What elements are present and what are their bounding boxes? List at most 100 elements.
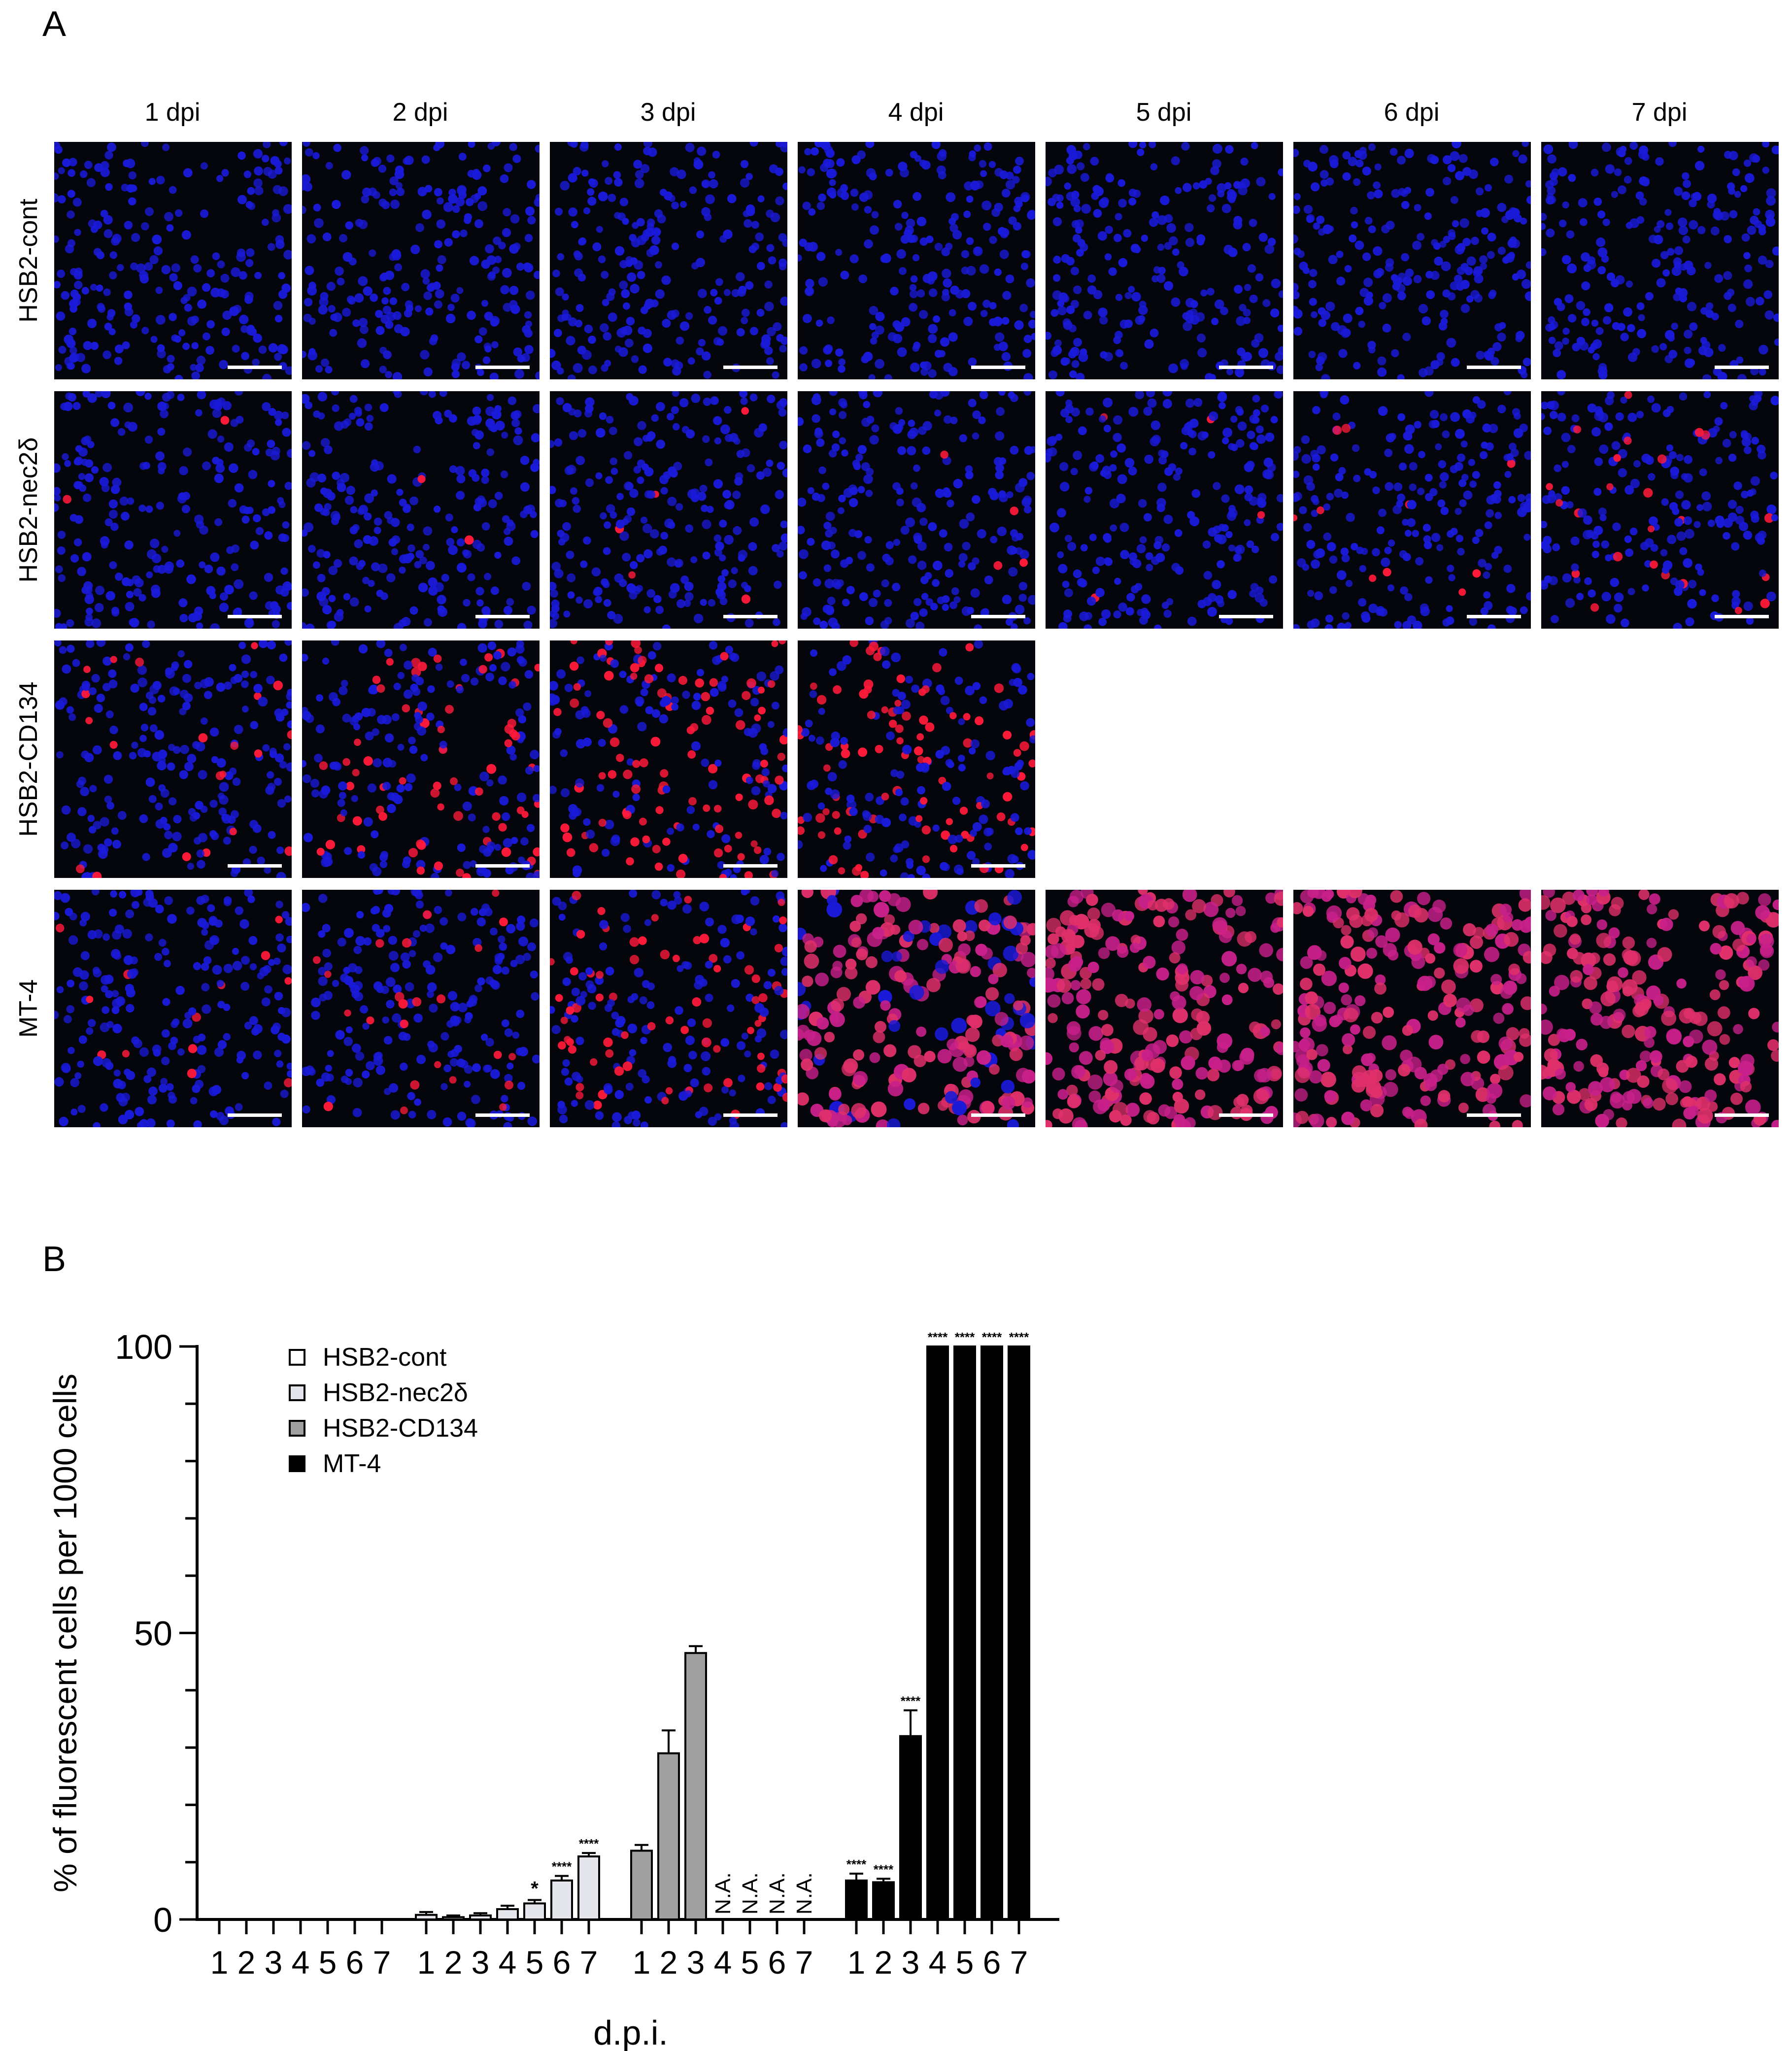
x-tick-label: 3: [472, 1944, 490, 1981]
micrograph-tile: [550, 640, 787, 878]
micrograph-tile: [798, 890, 1035, 1127]
x-axis-label: d.p.i.: [593, 2014, 668, 2051]
scale-bar: [475, 366, 530, 369]
cell-field: [54, 890, 292, 1127]
x-tick-label: 6: [983, 1944, 1001, 1981]
bar: [845, 1879, 868, 1921]
scale-bar: [1219, 366, 1273, 369]
row-label-3: HSB2-CD134: [14, 681, 43, 837]
scale-bar: [1219, 1113, 1273, 1117]
bar: [523, 1902, 546, 1921]
bar: [496, 1908, 519, 1921]
x-tick-label: 7: [580, 1944, 598, 1981]
scale-bar: [475, 615, 530, 618]
x-tick-label: 5: [741, 1944, 759, 1981]
cell-field: [1046, 142, 1283, 379]
micrograph-tile: [798, 640, 1035, 878]
scale-bar: [1715, 1113, 1769, 1117]
x-tick-label: 5: [956, 1944, 974, 1981]
bar: [953, 1345, 976, 1920]
scale-bar: [1715, 615, 1769, 618]
legend-swatch: [289, 1420, 305, 1437]
bar-annotation: ****: [901, 1694, 921, 1709]
x-tick-label: 2: [237, 1944, 256, 1981]
column-label-3: 3 dpi: [640, 98, 696, 127]
x-tick-label: 2: [660, 1944, 678, 1981]
cell-field: [1293, 142, 1531, 379]
micrograph-tile: [1046, 391, 1283, 629]
bar: [684, 1652, 707, 1920]
micrograph-tile: [302, 640, 540, 878]
micrograph-tile: [1541, 391, 1779, 629]
x-tick-label: 1: [633, 1944, 651, 1981]
bar-chart: B 0 50 100 % of fluorescent cells per 1000 c…: [42, 1240, 1059, 2051]
column-label-6: 6 dpi: [1384, 98, 1440, 127]
scale-bar: [1715, 366, 1769, 369]
panel-b-letter: B: [42, 1240, 66, 1279]
micrograph-tile: [1293, 142, 1531, 379]
x-tick-label: 5: [319, 1944, 337, 1981]
bar: [1008, 1345, 1030, 1920]
bar: [630, 1849, 653, 1920]
bar: [899, 1735, 922, 1921]
micrograph-tile: [550, 890, 787, 1127]
x-tick-label: 5: [526, 1944, 544, 1981]
scale-bar: [971, 615, 1025, 618]
cell-field: [798, 640, 1035, 878]
cell-field: [550, 640, 787, 878]
bar: [469, 1914, 492, 1921]
micrograph-tile: [54, 142, 292, 379]
x-tick-label: 4: [714, 1944, 732, 1981]
bar: [981, 1345, 1003, 1920]
bar: [872, 1881, 895, 1921]
cell-field: [54, 391, 292, 629]
x-tick-label: 1: [847, 1944, 866, 1981]
scale-bar: [723, 864, 778, 868]
micrograph-tile: [54, 640, 292, 878]
scale-bar: [971, 366, 1025, 369]
x-tick-label: 2: [444, 1944, 463, 1981]
panel-a-letter: A: [42, 4, 67, 44]
bar-annotation: ****: [928, 1330, 948, 1345]
bar: [926, 1345, 949, 1920]
cell-field: [550, 391, 787, 629]
row-label-1: HSB2-cont: [14, 199, 43, 323]
x-tick-label: 3: [265, 1944, 283, 1981]
x-tick-label: 4: [499, 1944, 517, 1981]
bar-annotation: ****: [955, 1330, 975, 1345]
bar-annotation: ****: [874, 1862, 894, 1877]
scale-bar: [1467, 366, 1521, 369]
column-label-5: 5 dpi: [1136, 98, 1192, 127]
y-tick-label: 100: [115, 1328, 172, 1366]
scale-bar: [723, 1113, 778, 1117]
bar: [442, 1916, 465, 1921]
scale-bar: [228, 1113, 282, 1117]
column-label-7: 7 dpi: [1631, 98, 1688, 127]
y-tick-label: 50: [134, 1614, 172, 1653]
scale-bar: [228, 366, 282, 369]
x-tick-label: 7: [373, 1944, 391, 1981]
scale-bar: [228, 615, 282, 618]
micrograph-tile: [54, 391, 292, 629]
legend-swatch: [289, 1349, 305, 1366]
legend-swatch: [289, 1384, 305, 1401]
cell-field: [1541, 142, 1779, 379]
scale-bar: [475, 864, 530, 868]
x-tick-label: 4: [929, 1944, 947, 1981]
cell-field: [1541, 391, 1779, 629]
bar: [415, 1914, 438, 1921]
micrograph-tile: [302, 391, 540, 629]
x-tick-label: 1: [210, 1944, 229, 1981]
scale-bar: [971, 864, 1025, 868]
scale-bar: [1467, 615, 1521, 618]
column-label-2: 2 dpi: [392, 98, 448, 127]
legend-label: HSB2-nec2δ: [323, 1379, 468, 1407]
scale-bar: [723, 366, 778, 369]
scale-bar: [971, 1113, 1025, 1117]
x-tick-label: 6: [553, 1944, 571, 1981]
scale-bar: [1219, 615, 1273, 618]
x-tick-label: 7: [1010, 1944, 1028, 1981]
cell-field: [302, 640, 540, 878]
cell-field: [1293, 391, 1531, 629]
cell-field: [54, 142, 292, 379]
